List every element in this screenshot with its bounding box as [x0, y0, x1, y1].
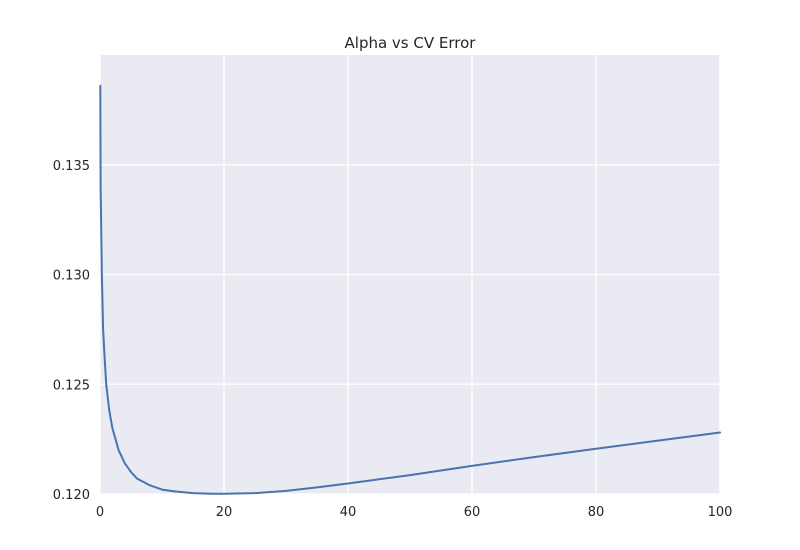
x-tick-label: 80 [588, 505, 605, 520]
x-tick-label: 100 [708, 505, 733, 520]
series-line [99, 84, 721, 495]
series-layer [99, 84, 721, 495]
grid-lines [99, 55, 721, 495]
chart-title: Alpha vs CV Error [345, 34, 477, 52]
y-tick-label: 0.120 [53, 488, 90, 503]
x-tick-label: 60 [464, 505, 481, 520]
x-tick-label: 20 [216, 505, 233, 520]
x-axis-ticks: 0 20 40 60 80 100 [96, 505, 733, 520]
y-axis-ticks: 0.120 0.125 0.130 0.135 [53, 159, 90, 503]
x-tick-label: 40 [340, 505, 357, 520]
x-tick-label: 0 [96, 505, 104, 520]
y-tick-label: 0.125 [53, 378, 90, 393]
y-tick-label: 0.130 [53, 269, 90, 284]
y-tick-label: 0.135 [53, 159, 90, 174]
